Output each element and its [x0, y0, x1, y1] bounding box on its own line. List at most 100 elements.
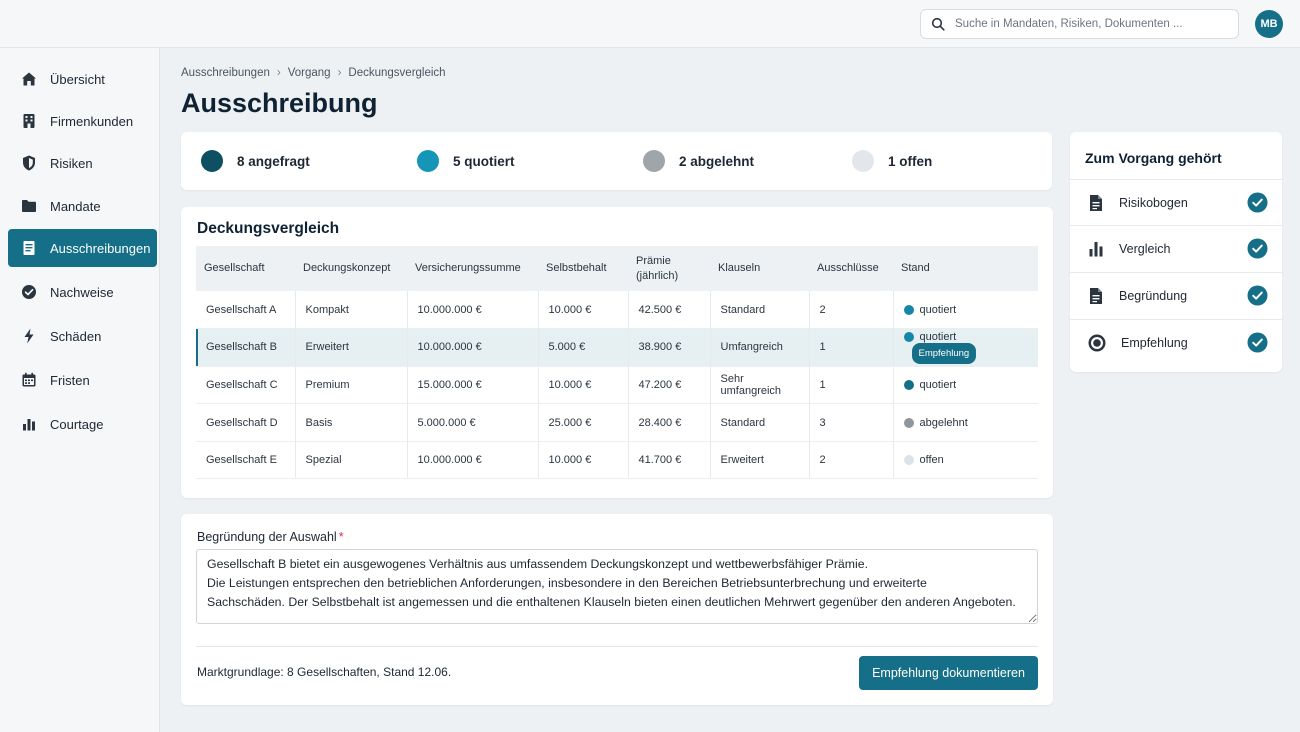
status-text: abgelehnt — [919, 416, 968, 429]
status-abgelehnt: 2 abgelehnt — [643, 150, 754, 172]
table-cell: 10.000 € — [538, 366, 629, 405]
page-title: Ausschreibung — [181, 88, 378, 118]
sidebar-item-fristen[interactable]: Fristen — [8, 361, 157, 399]
column-header[interactable]: Ausschlüsse — [817, 262, 879, 274]
bar-chart-icon — [23, 419, 35, 431]
status-cell: abgelehnt — [893, 403, 1038, 442]
check-circle-icon — [1247, 332, 1268, 353]
column-header[interactable]: Klauseln — [718, 262, 761, 274]
status-dot-icon — [903, 331, 914, 342]
status-quotiert: 5 quotiert — [417, 150, 515, 172]
status-dot-icon — [643, 150, 665, 172]
status-label: 8 angefragt — [237, 153, 310, 169]
avatar[interactable]: MB — [1255, 10, 1283, 38]
table-row[interactable]: Gesellschaft E Spezial 10.000.000 €10.000 … — [196, 441, 1038, 480]
sidebar-item-ausschreibungen[interactable]: Ausschreibungen — [8, 229, 157, 267]
table-cell: 2 — [809, 441, 894, 480]
document-icon — [1090, 287, 1102, 304]
status-offen: 1 offen — [852, 150, 932, 172]
related-item-risikobogen[interactable]: Risikobogen — [1070, 179, 1282, 225]
table-row[interactable]: Gesellschaft B Erweitert 10.000.000 €5.000… — [196, 328, 1038, 367]
reason-card: Begründung der Auswahl* Marktgrundlage: … — [181, 514, 1053, 705]
column-header[interactable]: Prämie (jährlich) — [636, 254, 679, 282]
column-header[interactable]: Gesellschaft — [204, 262, 265, 274]
sidebar-item-uebersicht[interactable]: Übersicht — [8, 60, 157, 98]
sidebar-item-risiken[interactable]: Risiken — [8, 144, 157, 182]
recommendation-badge: Empfehlung — [911, 342, 977, 364]
sidebar-item-schaeden[interactable]: Schäden — [8, 317, 157, 355]
table-cell: Gesellschaft D — [196, 403, 296, 442]
table-row[interactable]: Gesellschaft A Kompakt 10.000.000 €10.000 … — [196, 291, 1038, 330]
sidebar-item-mandate[interactable]: Mandate — [8, 187, 157, 225]
search-input[interactable] — [955, 18, 1215, 30]
table-cell: Standard — [710, 403, 810, 442]
sidebar-item-label: Übersicht — [50, 71, 105, 87]
table-cell: 25.000 € — [538, 403, 629, 442]
lightning-icon — [24, 328, 34, 344]
status-text: quotiert — [919, 378, 957, 391]
table-cell: 10.000.000 € — [407, 291, 539, 330]
table-cell: Standard — [710, 291, 810, 330]
status-dot-icon — [852, 150, 874, 172]
table-cell: 2 — [809, 291, 894, 330]
document-icon — [1090, 194, 1102, 211]
search-box[interactable] — [920, 9, 1239, 39]
market-note: Marktgrundlage: 8 Gesellschaften, Stand … — [197, 665, 452, 679]
table-cell: Spezial — [295, 441, 408, 480]
table-cell: Gesellschaft A — [196, 291, 296, 330]
column-header[interactable]: Selbstbehalt — [546, 262, 607, 274]
breadcrumb-item-vorgang[interactable]: Vorgang — [287, 67, 331, 79]
table-cell: 10.000 € — [538, 441, 629, 480]
status-dot-icon — [903, 417, 914, 428]
column-header[interactable]: Versicherungssumme — [415, 262, 521, 274]
check-circle-icon — [22, 285, 36, 299]
status-cell: quotiert — [893, 366, 1038, 405]
table-cell: Basis — [295, 403, 408, 442]
table-cell: Erweitert — [295, 328, 408, 367]
related-item-label: Vergleich — [1119, 241, 1171, 256]
reason-label-text: Begründung der Auswahl — [197, 530, 337, 544]
related-item-label: Empfehlung — [1121, 335, 1188, 350]
sidebar-item-label: Ausschreibungen — [50, 240, 151, 256]
comparison-table: Gesellschaft Deckungskonzept Versicherun… — [196, 246, 1038, 480]
comparison-card: Deckungsvergleich Gesellschaft Deckungsk… — [181, 207, 1053, 498]
document-recommendation-button[interactable]: Empfehlung dokumentieren — [859, 656, 1038, 690]
table-cell: Erweitert — [710, 441, 810, 480]
check-circle-icon — [1247, 238, 1268, 259]
related-item-begruendung[interactable]: Begründung — [1070, 272, 1282, 318]
related-panel: Zum Vorgang gehört Risikobogen Vergleich… — [1070, 132, 1282, 372]
reason-label: Begründung der Auswahl * — [197, 530, 344, 544]
column-header[interactable]: Deckungskonzept — [303, 262, 391, 274]
calendar-icon — [22, 372, 36, 387]
sidebar-item-firmenkunden[interactable]: Firmenkunden — [8, 102, 157, 140]
breadcrumb: Ausschreibungen › Vorgang › Deckungsverg… — [181, 67, 446, 79]
sidebar-item-nachweise[interactable]: Nachweise — [8, 273, 157, 311]
building-icon — [23, 114, 35, 128]
required-mark: * — [338, 530, 344, 544]
check-circle-icon — [1247, 285, 1268, 306]
breadcrumb-item-ausschreibungen[interactable]: Ausschreibungen — [181, 67, 270, 79]
status-cell: quotiertEmpfehlung — [893, 328, 1038, 367]
table-cell: 10.000 € — [538, 291, 629, 330]
top-bar: MB — [0, 0, 1300, 48]
table-cell: 10.000.000 € — [407, 441, 539, 480]
related-item-vergleich[interactable]: Vergleich — [1070, 225, 1282, 271]
table-cell: 1 — [809, 328, 894, 367]
table-cell: 42.500 € — [628, 291, 711, 330]
sidebar-item-label: Firmenkunden — [50, 113, 134, 129]
chevron-right-icon: › — [337, 67, 342, 79]
status-text: quotiert — [919, 330, 957, 343]
sidebar-item-courtage[interactable]: Courtage — [8, 405, 157, 443]
status-label: 5 quotiert — [453, 153, 515, 169]
related-title: Zum Vorgang gehört — [1085, 150, 1222, 166]
table-row[interactable]: Gesellschaft C Premium 15.000.000 €10.000 … — [196, 366, 1038, 405]
table-row[interactable]: Gesellschaft D Basis 5.000.000 €25.000 €28… — [196, 403, 1038, 442]
status-text: quotiert — [919, 303, 957, 316]
column-header[interactable]: Stand — [901, 262, 930, 274]
table-cell: 47.200 € — [628, 366, 711, 405]
status-angefragt: 8 angefragt — [201, 150, 310, 172]
related-item-empfehlung[interactable]: Empfehlung — [1070, 319, 1282, 365]
reason-textarea[interactable] — [196, 549, 1038, 624]
status-cell: quotiert — [893, 291, 1038, 330]
table-cell: 5.000 € — [538, 328, 629, 367]
